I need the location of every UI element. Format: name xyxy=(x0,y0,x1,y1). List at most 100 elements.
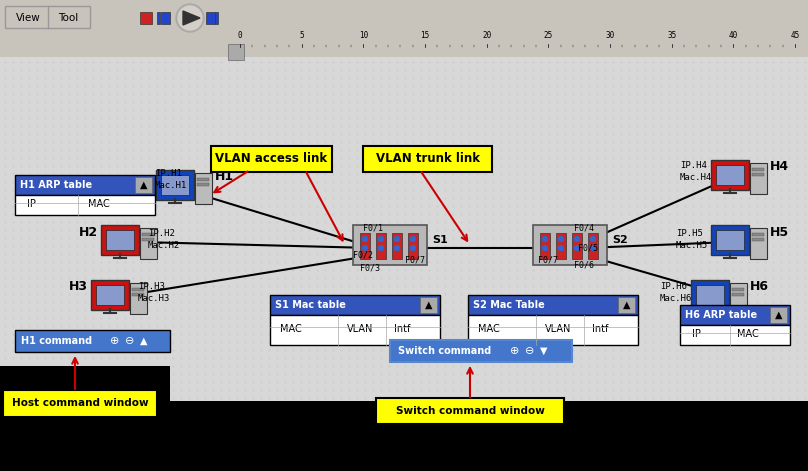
FancyBboxPatch shape xyxy=(588,233,598,259)
Text: Mac.H5: Mac.H5 xyxy=(676,241,709,250)
Circle shape xyxy=(363,245,368,251)
Text: 5: 5 xyxy=(299,31,304,40)
FancyBboxPatch shape xyxy=(142,233,154,236)
FancyBboxPatch shape xyxy=(129,283,146,314)
Text: IP.H4: IP.H4 xyxy=(680,161,707,170)
Text: IP.H5: IP.H5 xyxy=(676,229,703,238)
Text: F0/4: F0/4 xyxy=(574,224,594,233)
Text: MAC: MAC xyxy=(737,329,759,339)
FancyBboxPatch shape xyxy=(5,6,90,28)
Circle shape xyxy=(591,236,595,242)
Text: ⊖: ⊖ xyxy=(525,346,534,356)
FancyBboxPatch shape xyxy=(533,225,607,265)
Text: H1: H1 xyxy=(215,171,234,184)
Text: 35: 35 xyxy=(667,31,676,40)
FancyBboxPatch shape xyxy=(752,173,764,176)
Text: H2: H2 xyxy=(79,226,98,238)
FancyBboxPatch shape xyxy=(680,305,790,325)
FancyBboxPatch shape xyxy=(732,288,744,291)
FancyBboxPatch shape xyxy=(390,340,572,362)
Circle shape xyxy=(574,245,579,251)
Text: F0/1: F0/1 xyxy=(363,224,383,233)
Text: VLAN: VLAN xyxy=(347,324,372,333)
Text: MAC: MAC xyxy=(478,324,500,333)
FancyBboxPatch shape xyxy=(270,295,440,315)
FancyBboxPatch shape xyxy=(0,57,808,471)
Text: ⊕: ⊕ xyxy=(110,336,120,346)
FancyBboxPatch shape xyxy=(0,366,170,471)
FancyBboxPatch shape xyxy=(376,398,564,424)
Text: MAC: MAC xyxy=(88,199,110,209)
FancyBboxPatch shape xyxy=(0,0,808,35)
FancyBboxPatch shape xyxy=(206,12,215,24)
FancyBboxPatch shape xyxy=(732,293,744,296)
FancyBboxPatch shape xyxy=(0,401,808,471)
Circle shape xyxy=(363,236,368,242)
FancyBboxPatch shape xyxy=(716,165,744,185)
FancyBboxPatch shape xyxy=(106,230,134,250)
Text: Mac.H6: Mac.H6 xyxy=(660,294,692,303)
Text: 45: 45 xyxy=(790,31,800,40)
Circle shape xyxy=(558,245,563,251)
Text: IP.H6: IP.H6 xyxy=(660,282,687,291)
FancyBboxPatch shape xyxy=(96,285,124,305)
Text: F0/2: F0/2 xyxy=(353,251,373,260)
Circle shape xyxy=(591,245,595,251)
Text: F0/3: F0/3 xyxy=(360,263,380,273)
Text: ▼: ▼ xyxy=(540,346,548,356)
Text: VLAN: VLAN xyxy=(545,324,571,333)
Polygon shape xyxy=(183,11,200,25)
FancyBboxPatch shape xyxy=(211,146,332,172)
Text: H5: H5 xyxy=(770,226,789,238)
FancyBboxPatch shape xyxy=(156,170,194,200)
Circle shape xyxy=(178,6,202,30)
FancyBboxPatch shape xyxy=(157,12,160,24)
Text: S2: S2 xyxy=(612,235,628,245)
Text: IP.H3: IP.H3 xyxy=(138,282,165,291)
FancyBboxPatch shape xyxy=(468,295,638,315)
Text: F0/7: F0/7 xyxy=(538,255,558,265)
Text: S2 Mac Table: S2 Mac Table xyxy=(473,300,545,310)
Text: 20: 20 xyxy=(482,31,491,40)
Circle shape xyxy=(378,245,384,251)
FancyBboxPatch shape xyxy=(750,162,767,194)
FancyBboxPatch shape xyxy=(91,280,129,310)
FancyBboxPatch shape xyxy=(360,233,370,259)
Text: 25: 25 xyxy=(544,31,553,40)
Text: IP.H1: IP.H1 xyxy=(155,169,182,178)
FancyBboxPatch shape xyxy=(135,177,152,193)
FancyBboxPatch shape xyxy=(730,283,747,314)
FancyBboxPatch shape xyxy=(770,307,787,323)
Text: ▲: ▲ xyxy=(425,300,433,310)
Text: VLAN trunk link: VLAN trunk link xyxy=(376,153,479,165)
Text: ⊕: ⊕ xyxy=(510,346,520,356)
Text: Mac.H4: Mac.H4 xyxy=(680,173,712,182)
Text: Switch command window: Switch command window xyxy=(396,406,545,416)
FancyBboxPatch shape xyxy=(711,225,749,255)
Circle shape xyxy=(394,236,399,242)
Text: H3: H3 xyxy=(69,281,88,293)
Text: ▲: ▲ xyxy=(623,300,631,310)
FancyBboxPatch shape xyxy=(142,238,154,241)
FancyBboxPatch shape xyxy=(132,293,144,296)
Text: 0: 0 xyxy=(238,31,242,40)
Circle shape xyxy=(542,245,548,251)
Circle shape xyxy=(410,236,415,242)
Text: Host command window: Host command window xyxy=(11,398,149,408)
Circle shape xyxy=(378,236,384,242)
Text: H4: H4 xyxy=(770,161,789,173)
FancyBboxPatch shape xyxy=(161,175,189,195)
Text: IP: IP xyxy=(27,199,36,209)
FancyBboxPatch shape xyxy=(376,233,386,259)
Text: Mac.H3: Mac.H3 xyxy=(138,294,170,303)
Text: S1 Mac table: S1 Mac table xyxy=(275,300,346,310)
FancyBboxPatch shape xyxy=(716,230,744,250)
FancyBboxPatch shape xyxy=(197,183,209,186)
FancyBboxPatch shape xyxy=(752,238,764,241)
Text: View: View xyxy=(15,13,40,23)
Text: 30: 30 xyxy=(605,31,615,40)
FancyBboxPatch shape xyxy=(161,12,170,24)
FancyBboxPatch shape xyxy=(15,330,170,352)
FancyBboxPatch shape xyxy=(140,227,157,259)
FancyBboxPatch shape xyxy=(363,146,492,172)
